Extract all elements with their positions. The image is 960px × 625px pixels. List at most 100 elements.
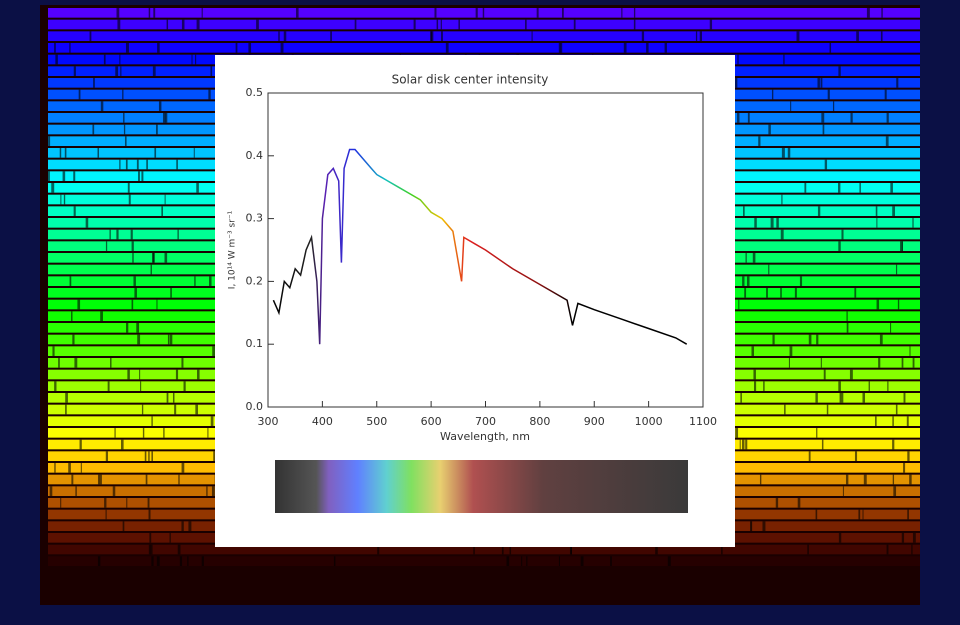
absorption-line — [856, 31, 859, 41]
spectrum-strip — [275, 460, 688, 513]
absorption-line — [838, 533, 842, 543]
absorption-line — [884, 89, 887, 100]
absorption-line — [413, 19, 416, 30]
absorption-line — [114, 428, 116, 438]
absorption-line — [866, 8, 870, 18]
absorption-line — [775, 498, 779, 508]
absorption-line — [826, 404, 829, 415]
absorption-line — [808, 334, 812, 345]
absorption-line — [120, 439, 124, 450]
absorption-line — [195, 54, 197, 65]
absorption-line — [79, 439, 82, 450]
absorption-line — [621, 8, 623, 18]
absorption-line — [206, 486, 208, 496]
absorption-line — [278, 31, 280, 41]
absorption-line — [164, 113, 168, 123]
absorption-line — [525, 19, 527, 30]
absorption-line — [89, 31, 92, 41]
absorption-line — [144, 451, 147, 461]
absorption-line — [868, 381, 870, 391]
absorption-line — [146, 159, 148, 170]
absorption-line — [134, 288, 137, 298]
absorption-line — [181, 521, 184, 531]
absorption-line — [739, 439, 741, 450]
absorption-line — [721, 544, 723, 555]
absorption-line — [909, 346, 911, 356]
absorption-line — [201, 8, 203, 18]
absorption-line — [667, 556, 671, 566]
absorption-line — [100, 311, 103, 321]
absorption-line — [196, 19, 200, 30]
y-tick-label: 0.0 — [246, 400, 264, 413]
chart-title: Solar disk center intensity — [392, 73, 549, 87]
absorption-line — [799, 276, 803, 286]
absorption-line — [641, 31, 645, 41]
absorption-line — [154, 148, 157, 158]
absorption-line — [887, 381, 889, 391]
absorption-line — [742, 439, 745, 450]
y-tick-label: 0.3 — [246, 212, 264, 225]
absorption-line — [827, 89, 830, 100]
absorption-line — [97, 148, 100, 158]
absorption-line — [875, 416, 877, 426]
absorption-line — [633, 8, 636, 18]
absorption-line — [817, 78, 820, 88]
absorption-line — [105, 451, 109, 461]
absorption-line — [780, 229, 784, 240]
spectrum-band — [48, 544, 920, 555]
absorption-line — [248, 43, 252, 53]
absorption-line — [105, 509, 107, 520]
absorption-line — [127, 369, 130, 380]
absorption-line — [112, 486, 116, 496]
absorption-line — [885, 136, 889, 146]
absorption-line — [175, 369, 179, 380]
absorption-line — [781, 148, 785, 158]
absorption-line — [110, 358, 112, 368]
absorption-line — [862, 509, 864, 520]
absorption-line — [195, 404, 199, 415]
absorption-line — [561, 8, 564, 18]
spectrum-band — [48, 31, 920, 41]
absorption-line — [162, 113, 166, 123]
absorption-line — [183, 381, 186, 391]
absorption-line — [876, 299, 880, 310]
absorption-line — [893, 486, 897, 496]
absorption-line — [890, 183, 893, 193]
absorption-line — [59, 148, 62, 158]
absorption-line — [116, 229, 119, 240]
absorption-line — [754, 218, 757, 228]
absorption-line — [436, 19, 439, 30]
absorption-line — [156, 556, 160, 566]
absorption-line — [127, 183, 130, 193]
absorption-line — [104, 498, 107, 508]
absorption-line — [377, 544, 380, 555]
absorption-line — [73, 206, 76, 216]
absorption-line — [109, 229, 111, 240]
absorption-line — [737, 54, 739, 65]
absorption-line — [161, 206, 164, 216]
absorption-line — [900, 241, 903, 251]
absorption-line — [187, 556, 189, 566]
absorption-line — [77, 299, 81, 310]
absorption-line — [141, 404, 144, 415]
absorption-line — [208, 89, 211, 100]
absorption-line — [177, 229, 179, 240]
absorption-line — [771, 89, 774, 100]
absorption-line — [862, 393, 866, 403]
absorption-line — [156, 299, 158, 310]
absorption-line — [65, 393, 68, 403]
absorption-line — [209, 276, 212, 286]
absorption-line — [858, 509, 861, 520]
absorption-line — [78, 89, 81, 100]
absorption-line — [169, 334, 173, 345]
absorption-line — [148, 8, 151, 18]
absorption-line — [744, 288, 747, 298]
absorption-line — [903, 393, 906, 403]
absorption-line — [188, 521, 192, 531]
absorption-line — [816, 428, 818, 438]
absorption-line — [256, 19, 259, 30]
absorption-line — [580, 556, 584, 566]
absorption-line — [824, 159, 828, 170]
absorption-line — [148, 544, 151, 555]
absorption-line — [743, 206, 745, 216]
